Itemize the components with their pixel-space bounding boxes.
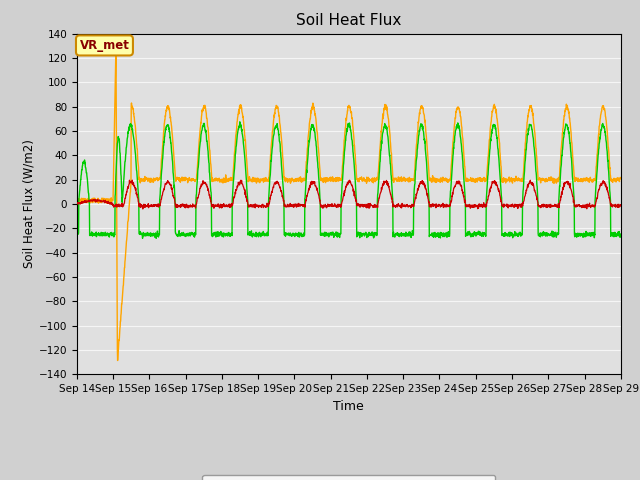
SHF 1 — [365, 203, 372, 209]
SHF 3 — [365, 231, 372, 237]
Title: Soil Heat Flux: Soil Heat Flux — [296, 13, 401, 28]
SHF 3 — [73, 232, 81, 238]
SHF 3 — [236, 119, 244, 125]
Line: SHF 3: SHF 3 — [77, 122, 621, 238]
SHF 2 — [508, 175, 515, 180]
SHF 3 — [617, 231, 625, 237]
Legend: SHF 1, SHF 2, SHF 3: SHF 1, SHF 2, SHF 3 — [202, 475, 495, 480]
SHF 2 — [584, 176, 592, 182]
SHF 1 — [377, 190, 385, 195]
SHF 3 — [584, 233, 592, 239]
X-axis label: Time: Time — [333, 400, 364, 413]
SHF 3 — [508, 231, 515, 237]
Line: SHF 1: SHF 1 — [77, 180, 621, 209]
SHF 1 — [225, 203, 233, 208]
SHF 1 — [570, 195, 577, 201]
SHF 1 — [617, 203, 625, 208]
SHF 3 — [225, 229, 232, 235]
SHF 1 — [584, 202, 592, 208]
Y-axis label: Soil Heat Flux (W/m2): Soil Heat Flux (W/m2) — [23, 140, 36, 268]
SHF 2 — [112, 48, 120, 54]
SHF 1 — [73, 201, 81, 206]
SHF 2 — [377, 135, 385, 141]
SHF 2 — [73, 196, 81, 202]
SHF 1 — [139, 206, 147, 212]
SHF 3 — [377, 147, 385, 153]
SHF 2 — [570, 161, 577, 167]
Text: VR_met: VR_met — [79, 39, 129, 52]
SHF 2 — [225, 177, 233, 183]
SHF 2 — [617, 175, 625, 181]
SHF 3 — [152, 235, 160, 241]
SHF 1 — [508, 204, 515, 210]
Line: SHF 2: SHF 2 — [77, 51, 621, 360]
SHF 2 — [365, 176, 372, 181]
SHF 3 — [570, 181, 577, 187]
SHF 1 — [129, 177, 136, 183]
SHF 2 — [114, 358, 122, 363]
